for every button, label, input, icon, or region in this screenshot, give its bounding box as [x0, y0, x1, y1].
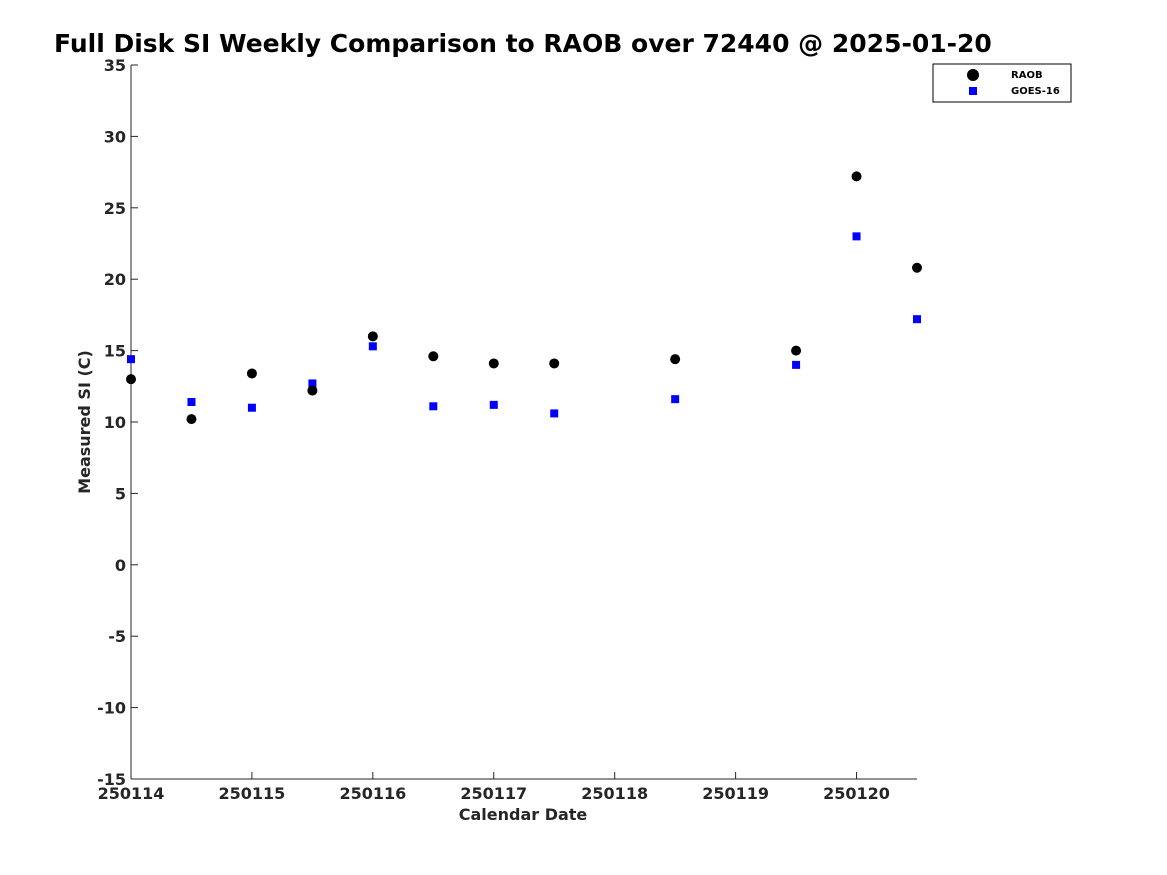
- y-tick-label: 35: [104, 56, 126, 75]
- legend-label-raob: RAOB: [1011, 70, 1043, 81]
- y-ticks: -15 -10 -5 0 5 10 15 20 25 30 35: [97, 56, 138, 789]
- data-point-goes-16: [671, 395, 680, 404]
- x-tick-label: 250117: [460, 784, 527, 803]
- x-tick-label: 250118: [581, 784, 648, 803]
- data-point-raob: [246, 368, 257, 379]
- y-tick-label: 5: [115, 484, 126, 503]
- x-tick-label: 250119: [702, 784, 769, 803]
- y-tick-label: -5: [108, 627, 126, 646]
- data-point-raob: [488, 358, 499, 369]
- x-tick-label: 250115: [219, 784, 286, 803]
- chart-title: Full Disk SI Weekly Comparison to RAOB o…: [54, 29, 992, 58]
- data-point-raob: [851, 171, 862, 182]
- legend-box: [932, 63, 1072, 103]
- data-point-raob: [670, 354, 681, 365]
- data-point-goes-16: [308, 379, 317, 388]
- y-tick-label: -10: [97, 699, 126, 718]
- x-ticks: 250114 250115 250116 250117 250118 250119 2501…: [98, 772, 890, 803]
- y-tick-label: 25: [104, 199, 126, 218]
- y-tick-label: -15: [97, 770, 126, 789]
- y-tick-label: 10: [104, 413, 126, 432]
- legend-marker-goes-16: [969, 87, 977, 95]
- data-marks: [126, 171, 922, 425]
- data-point-raob: [186, 414, 197, 425]
- x-tick-label: 250116: [339, 784, 406, 803]
- y-tick-label: 20: [104, 270, 126, 289]
- y-tick-label: 30: [104, 127, 126, 146]
- legend: RAOB GOES-16: [932, 63, 1072, 103]
- x-axis-label: Calendar Date: [459, 805, 588, 824]
- y-tick-label: 0: [115, 556, 126, 575]
- legend-marker-raob: [967, 69, 979, 81]
- data-point-raob: [791, 345, 802, 356]
- x-tick-label: 250114: [98, 784, 165, 803]
- data-point-goes-16: [913, 315, 921, 324]
- data-point-goes-16: [247, 403, 256, 412]
- data-point-goes-16: [489, 400, 498, 409]
- data-point-raob: [428, 351, 439, 362]
- data-point-raob: [549, 358, 560, 369]
- data-point-goes-16: [187, 398, 196, 407]
- data-point-raob: [126, 374, 136, 385]
- data-point-raob: [367, 331, 378, 342]
- data-point-goes-16: [127, 355, 135, 364]
- x-tick-label: 250120: [823, 784, 890, 803]
- data-point-raob: [912, 262, 922, 273]
- data-point-goes-16: [429, 402, 438, 411]
- data-point-raob: [307, 385, 318, 396]
- y-tick-label: 15: [104, 342, 126, 361]
- legend-label-goes-16: GOES-16: [1011, 86, 1060, 97]
- data-point-goes-16: [550, 409, 559, 418]
- y-axis-label: Measured SI (C): [75, 350, 94, 494]
- data-point-goes-16: [368, 342, 377, 351]
- data-point-goes-16: [852, 232, 861, 241]
- data-point-goes-16: [792, 360, 801, 369]
